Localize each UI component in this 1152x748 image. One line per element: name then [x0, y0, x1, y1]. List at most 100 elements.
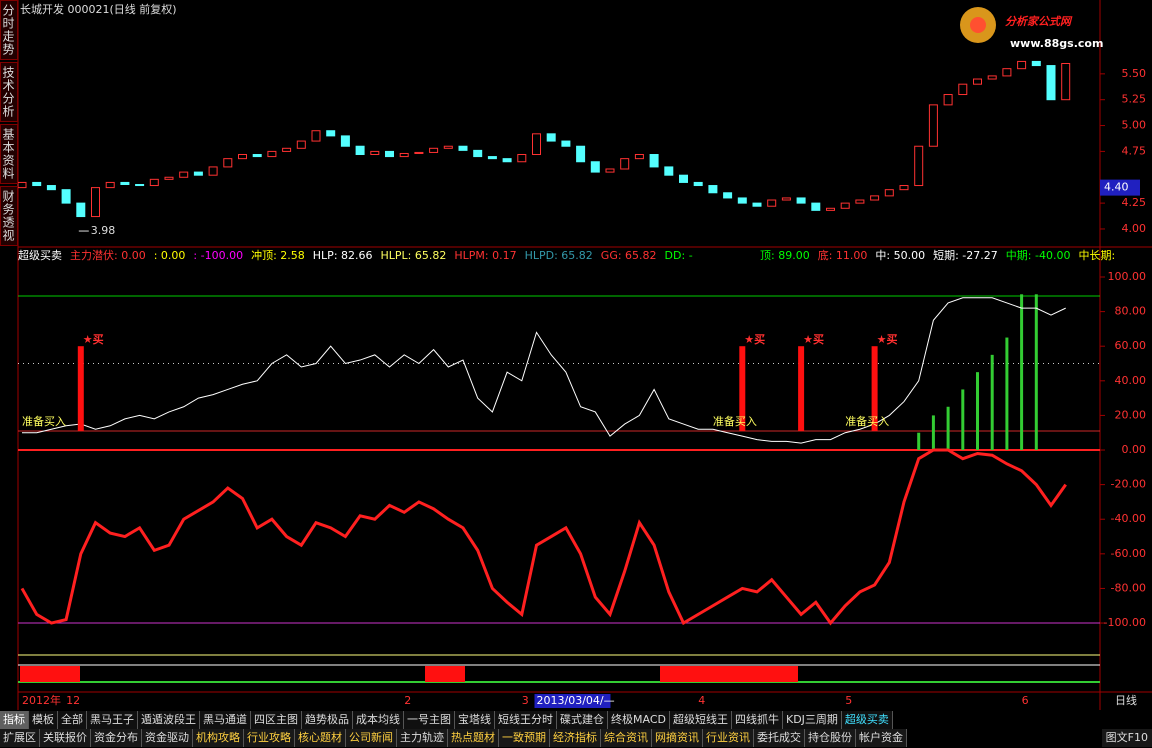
period-label: 日线 — [1115, 693, 1137, 707]
indicator-header: HLPD: 65.82 — [525, 249, 593, 262]
candle-body — [664, 166, 674, 176]
candle-body — [532, 133, 541, 156]
indicator-tab[interactable]: 指标 — [0, 711, 29, 729]
candle-body — [605, 168, 615, 173]
side-tab[interactable]: 技术分析 — [0, 62, 18, 122]
y-tick-label: 60.00 — [1115, 339, 1147, 352]
candle-body — [517, 154, 527, 163]
y-tick-label: -80.00 — [1111, 581, 1146, 594]
y-tick-label: 100.00 — [1108, 270, 1147, 283]
candle-body — [973, 78, 982, 85]
indicator-tab[interactable]: 遁遁波段王 — [138, 711, 200, 729]
indicator-tab[interactable]: 黑马王子 — [87, 711, 138, 729]
info-tab[interactable]: 委托成交 — [754, 729, 805, 747]
indicator-tab[interactable]: 宝塔线 — [455, 711, 495, 729]
indicator-tab[interactable]: 黑马通道 — [200, 711, 251, 729]
info-tab[interactable]: 行业资讯 — [703, 729, 754, 747]
indicator-tab[interactable]: KDJ三周期 — [783, 711, 842, 729]
info-tab[interactable]: 机构攻略 — [193, 729, 244, 747]
candle-body — [46, 185, 56, 191]
candle-body — [193, 171, 203, 176]
indicator-tab[interactable]: 四区主图 — [251, 711, 302, 729]
candle-body — [737, 197, 747, 204]
info-tab[interactable]: 行业攻略 — [244, 729, 295, 747]
candle-body — [443, 145, 453, 149]
info-tab[interactable]: 核心题材 — [295, 729, 346, 747]
candle-body — [855, 199, 865, 204]
histogram-bar — [1020, 294, 1024, 451]
buy-label: ★买 — [83, 333, 104, 346]
info-tab[interactable]: 网摘资讯 — [652, 729, 703, 747]
histogram-bar — [917, 432, 921, 451]
last-price-box — [1100, 179, 1140, 196]
candle-body — [311, 130, 321, 142]
info-tab[interactable]: 热点题材 — [448, 729, 499, 747]
histogram-bar — [931, 415, 935, 451]
info-tab[interactable]: 帐户资金 — [856, 729, 907, 747]
candle-body — [238, 154, 247, 160]
candle-body — [91, 187, 100, 218]
candle-body — [987, 75, 997, 80]
date-label: 12 — [66, 694, 80, 707]
info-tab[interactable]: 经济指标 — [550, 729, 601, 747]
side-tab[interactable]: 分时走势 — [0, 0, 18, 60]
side-tab[interactable]: 基本资料 — [0, 124, 18, 184]
candle-body — [208, 166, 218, 176]
prepare-label: 准备买入 — [845, 414, 889, 428]
info-tab[interactable]: 扩展区 — [0, 729, 40, 747]
logo-icon — [970, 17, 986, 33]
info-tab[interactable]: 关联报价 — [40, 729, 91, 747]
indicator-header: : -100.00 — [193, 249, 243, 262]
y-tick-label: 80.00 — [1115, 305, 1147, 318]
info-tab[interactable]: 综合资讯 — [601, 729, 652, 747]
candle-body — [340, 135, 350, 147]
logo-name: 分析家公式网 — [1005, 15, 1073, 28]
candle-body — [767, 199, 777, 207]
indicator-tab[interactable]: 模板 — [29, 711, 58, 729]
indicator-tab[interactable]: 超级短线王 — [670, 711, 732, 729]
signal-block — [660, 666, 798, 682]
indicator-tab[interactable]: 成本均线 — [353, 711, 404, 729]
candle-body — [267, 150, 277, 158]
info-tab[interactable]: 资金驱动 — [142, 729, 193, 747]
indicator-header: 中: 50.00 — [875, 249, 925, 262]
indicator-tab[interactable]: 全部 — [58, 711, 87, 729]
side-tab[interactable]: 财务透视 — [0, 186, 18, 246]
candle-body — [61, 189, 71, 204]
info-tab[interactable]: 持仓股份 — [805, 729, 856, 747]
candle-body — [693, 181, 703, 187]
f10-button[interactable]: 图文F10 — [1101, 729, 1152, 747]
indicator-header: 主力潜伏: 0.00 — [70, 248, 146, 262]
info-tab[interactable]: 公司新闻 — [346, 729, 397, 747]
indicator-tab[interactable]: 四线抓牛 — [732, 711, 783, 729]
date-label: 2013/03/04/— — [537, 694, 615, 707]
candle-body — [32, 181, 42, 187]
indicator-header: GG: 65.82 — [601, 249, 657, 262]
y-tick-label: 4.00 — [1122, 222, 1147, 235]
indicator-tab[interactable]: 终极MACD — [608, 711, 670, 729]
indicator-tab[interactable]: 超级买卖 — [842, 711, 893, 729]
info-tab[interactable]: 一致预期 — [499, 729, 550, 747]
stock-title: 长城开发 000021(日线 前复权) — [20, 2, 177, 16]
indicator-header: 中期: -40.00 — [1006, 249, 1071, 262]
indicator-tab[interactable]: 短线王分时 — [495, 711, 557, 729]
chart: 长城开发 000021(日线 前复权) 分析家公式网 www.88gs.com … — [17, 0, 1152, 710]
candle-body — [840, 202, 850, 209]
candle-body — [17, 181, 27, 189]
low-label: 3.98 — [91, 224, 116, 237]
candle-body — [561, 140, 571, 147]
candle-body — [634, 154, 644, 160]
indicator-tab[interactable]: 趋势极品 — [302, 711, 353, 729]
histogram-bar — [946, 406, 950, 451]
indicator-tab[interactable]: 一号主图 — [404, 711, 455, 729]
info-tab[interactable]: 资金分布 — [91, 729, 142, 747]
indicator-header: 中长期: — [1078, 249, 1115, 262]
indicator-tab[interactable]: 碟式建仓 — [557, 711, 608, 729]
y-tick-label: 4.75 — [1122, 144, 1147, 157]
info-tab[interactable]: 主力轨迹 — [397, 729, 448, 747]
candle-body — [649, 154, 659, 168]
candle-body — [1031, 60, 1041, 67]
indicator-line — [22, 297, 1066, 444]
prepare-label: 准备买入 — [713, 414, 757, 428]
candle-body — [120, 181, 130, 186]
